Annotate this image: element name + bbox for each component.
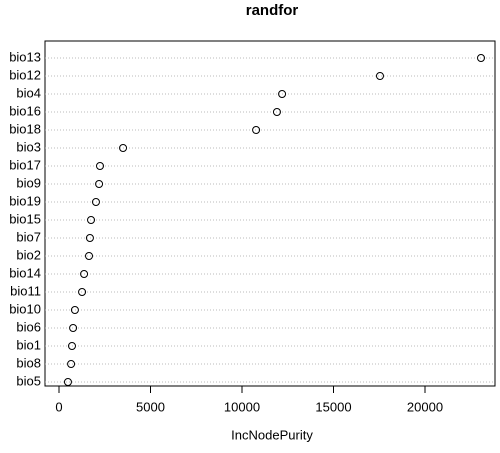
plot-frame [44, 40, 496, 387]
y-tick-label: bio19 [9, 193, 41, 208]
dot [252, 126, 261, 134]
dot [69, 324, 78, 332]
y-tick-label: bio8 [16, 355, 41, 370]
y-tick-label: bio3 [16, 139, 41, 154]
dot [272, 108, 281, 116]
dot [278, 90, 287, 98]
dot [63, 378, 72, 386]
y-tick-label: bio1 [16, 337, 41, 352]
dot [78, 288, 87, 296]
y-tick-label: bio11 [10, 283, 41, 298]
dot [87, 216, 96, 224]
chart-title: randfor [246, 2, 299, 19]
dot [67, 342, 76, 350]
y-tick-label: bio17 [9, 157, 41, 172]
x-tick-label: 10000 [224, 399, 260, 414]
x-axis-label: IncNodePurity [231, 427, 313, 442]
y-tick-label: bio14 [9, 265, 41, 280]
dot [85, 252, 94, 260]
dot [70, 306, 79, 314]
y-tick-label: bio7 [16, 229, 41, 244]
y-tick-label: bio9 [16, 175, 41, 190]
dot [95, 180, 104, 188]
y-tick-label: bio2 [16, 247, 41, 262]
dot [67, 360, 76, 368]
y-tick-label: bio12 [9, 67, 41, 82]
dot [80, 270, 89, 278]
dot [95, 162, 104, 170]
x-tick-label: 5000 [136, 399, 165, 414]
dot [91, 198, 100, 206]
y-tick-label: bio10 [9, 301, 41, 316]
x-tick-label: 15000 [315, 399, 351, 414]
dot [375, 72, 384, 80]
x-tick-label: 20000 [407, 399, 443, 414]
y-tick-label: bio13 [9, 49, 41, 64]
y-tick-label: bio5 [16, 373, 41, 388]
y-tick-label: bio15 [9, 211, 41, 226]
x-tick-label: 0 [55, 399, 62, 414]
y-tick-label: bio4 [16, 85, 41, 100]
y-tick-label: bio6 [16, 319, 41, 334]
dot [85, 234, 94, 242]
y-tick-label: bio16 [9, 103, 41, 118]
y-tick-label: bio18 [9, 121, 41, 136]
dot [477, 54, 486, 62]
dot [119, 144, 128, 152]
